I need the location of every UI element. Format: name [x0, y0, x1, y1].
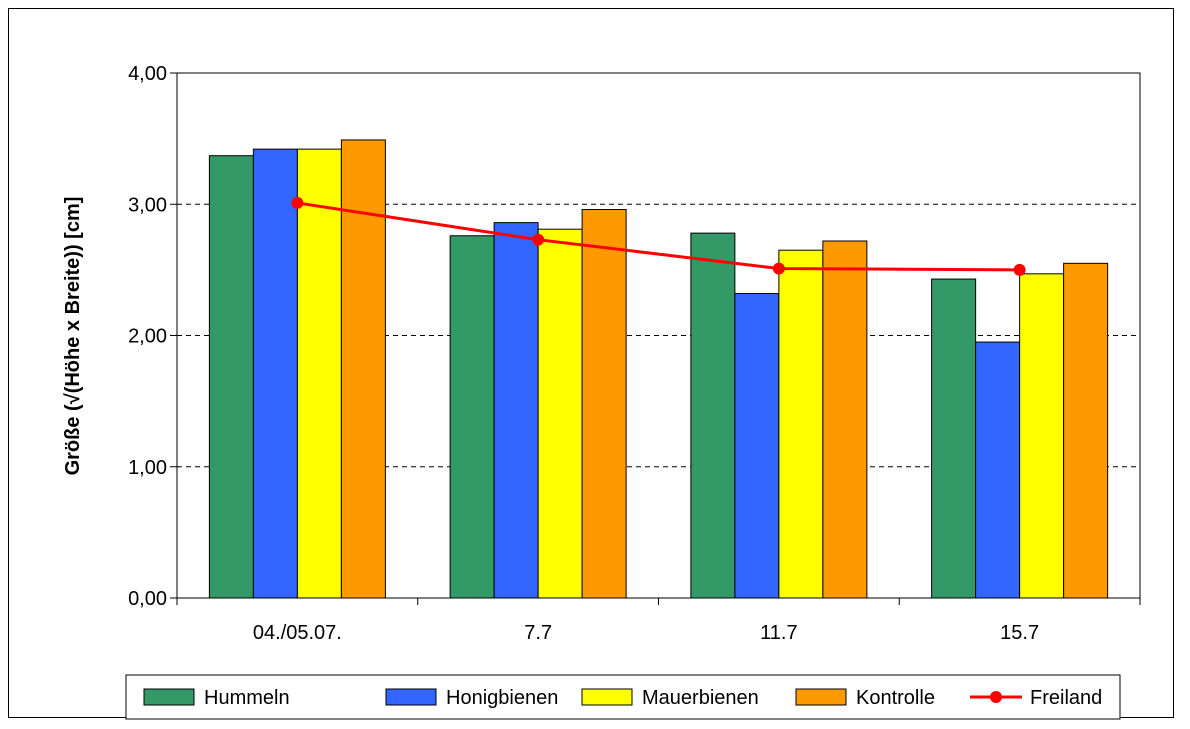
legend-label-hummeln: Hummeln [204, 687, 290, 709]
bar-mauerbienen [296, 148, 342, 599]
legend-marker-freiland [990, 691, 1002, 703]
point-freiland [291, 196, 304, 209]
legend-swatch-hummeln [143, 688, 195, 706]
bar-hummeln [931, 278, 977, 599]
y-tick-label: 3,00 [128, 194, 167, 216]
bar-kontrolle [581, 209, 627, 599]
x-tick-label: 7.7 [524, 622, 552, 644]
x-tick-label: 15.7 [1000, 622, 1039, 644]
bar-kontrolle [340, 139, 386, 599]
bars [208, 139, 1109, 599]
bar-honigbienen [734, 293, 780, 599]
point-freiland [1013, 263, 1026, 276]
axes [170, 72, 1141, 605]
bar-hummeln [449, 235, 495, 599]
bar-mauerbienen [537, 228, 583, 599]
bar-hummeln [208, 155, 254, 599]
bar-mauerbienen [778, 249, 824, 599]
y-tick-label: 1,00 [128, 457, 167, 479]
x-tick-label: 04./05.07. [253, 622, 342, 644]
y-tick-label: 2,00 [128, 326, 167, 348]
bar-honigbienen [493, 222, 539, 599]
bar-honigbienen [252, 148, 298, 599]
legend-label-mauerbienen: Mauerbienen [642, 687, 759, 709]
freiland-line [291, 196, 1026, 276]
tick-labels: 0,00 1,00 2,00 3,00 4,00 04./05.07. 7.7 11.7 15.… [128, 63, 1039, 644]
y-tick-label: 4,00 [128, 63, 167, 85]
legend-swatch-mauerbienen [581, 688, 633, 706]
bar-hummeln [690, 232, 736, 599]
legend-label-kontrolle: Kontrolle [856, 687, 935, 709]
line-freiland [297, 201, 1020, 272]
legend-swatch-kontrolle [795, 688, 847, 706]
legend-swatch-honigbienen [385, 688, 437, 706]
point-freiland [772, 262, 785, 275]
bar-honigbienen [975, 341, 1021, 599]
plot-area-border [176, 72, 1141, 599]
bar-kontrolle [1063, 262, 1109, 599]
legend: Hummeln Honigbienen Mauerbienen Kontrolle Fr… [125, 674, 1121, 720]
y-tick-label: 0,00 [128, 588, 167, 610]
point-freiland [532, 233, 545, 246]
y-axis-title: Größe (√(Höhe x Breite)) [cm] [62, 197, 84, 476]
bar-mauerbienen [1019, 273, 1065, 599]
legend-label-freiland: Freiland [1030, 687, 1102, 709]
legend-label-honigbienen: Honigbienen [446, 687, 558, 709]
bar-kontrolle [822, 240, 868, 599]
x-tick-label: 11.7 [760, 622, 797, 644]
